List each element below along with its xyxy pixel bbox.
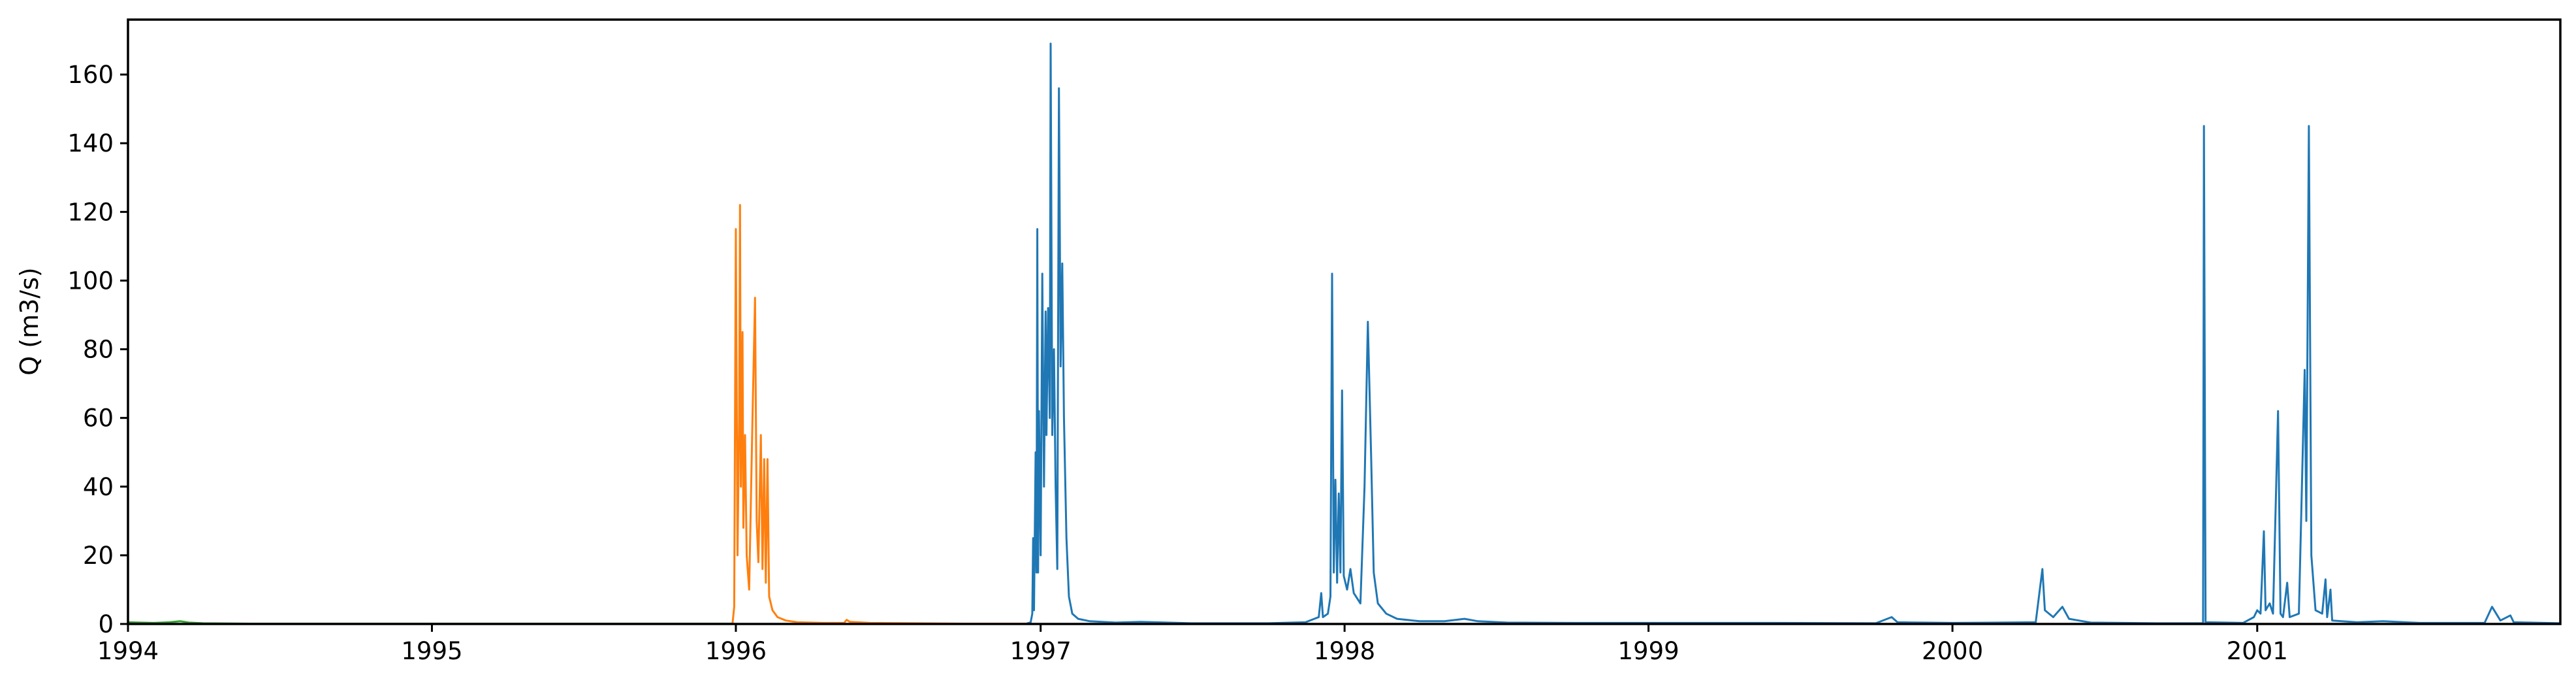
plot-area-frame: [127, 18, 2562, 625]
x-tick-label: 2000: [1922, 637, 1983, 665]
x-tick-label: 1998: [1314, 637, 1375, 665]
y-tick-label: 60: [83, 404, 114, 433]
axis-layer: 0 20 40 60 80 100 120 140 160 1994 1995 1996 1997 199…: [67, 61, 2288, 665]
x-tick-label: 1994: [97, 637, 159, 665]
y-tick-label: 80: [83, 336, 114, 364]
x-tick-label: 1997: [1010, 637, 1072, 665]
y-axis-label: Q (m3/s): [15, 267, 44, 375]
series-line-3: [1026, 42, 2561, 625]
y-tick-label: 140: [67, 129, 114, 157]
x-tick-label: 2001: [2227, 637, 2288, 665]
series-layer: [127, 42, 2561, 625]
y-tick-label: 100: [67, 267, 114, 295]
y-tick-label: 0: [98, 610, 114, 638]
x-tick-label: 1996: [705, 637, 767, 665]
y-tick-label: 40: [83, 473, 114, 501]
series-line-2: [731, 204, 1026, 625]
x-tick-label: 1999: [1618, 637, 1679, 665]
y-tick-label: 160: [67, 61, 114, 89]
y-tick-label: 20: [83, 542, 114, 570]
x-tick-label: 1995: [401, 637, 462, 665]
y-tick-label: 120: [67, 198, 114, 226]
